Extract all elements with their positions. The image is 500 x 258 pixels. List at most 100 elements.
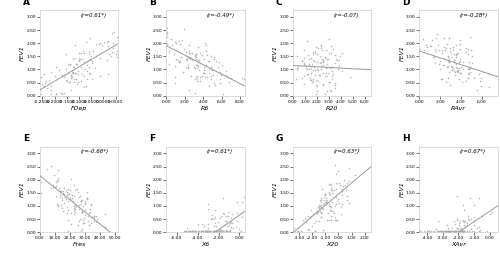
X-axis label: XAvr: XAvr — [451, 242, 466, 247]
Point — [37, 92, 45, 96]
Point — [316, 73, 324, 77]
Point — [460, 229, 468, 233]
Point — [336, 183, 344, 187]
Point — [446, 229, 454, 233]
Point — [320, 201, 328, 205]
Point — [338, 202, 345, 206]
Point — [454, 217, 462, 221]
Point — [80, 215, 88, 220]
Point — [322, 56, 330, 60]
Point — [446, 229, 454, 233]
Point — [86, 57, 94, 61]
Point — [52, 92, 60, 96]
Point — [338, 51, 346, 55]
Text: D: D — [402, 0, 410, 7]
Point — [448, 55, 456, 59]
Point — [85, 211, 93, 215]
Point — [90, 215, 98, 219]
Point — [334, 67, 342, 71]
Point — [69, 70, 77, 74]
Point — [458, 80, 466, 84]
Point — [203, 53, 211, 57]
Point — [64, 199, 72, 203]
Point — [192, 229, 200, 233]
Point — [208, 77, 216, 81]
Point — [444, 59, 452, 63]
Point — [448, 226, 456, 230]
Point — [69, 71, 77, 75]
Point — [317, 196, 325, 200]
Point — [332, 195, 340, 199]
Point — [300, 74, 308, 78]
Point — [420, 47, 428, 52]
Point — [86, 50, 94, 54]
Point — [45, 78, 53, 82]
Point — [464, 52, 471, 56]
Text: C: C — [276, 0, 282, 7]
Point — [218, 196, 226, 200]
Point — [318, 187, 326, 191]
Point — [318, 206, 326, 210]
Point — [77, 51, 85, 55]
Point — [204, 84, 212, 88]
Point — [66, 61, 74, 66]
Point — [314, 205, 322, 209]
Point — [452, 69, 460, 73]
Point — [428, 38, 436, 42]
Point — [328, 89, 336, 93]
Point — [292, 77, 300, 81]
Point — [76, 207, 84, 211]
Point — [463, 221, 471, 225]
Point — [468, 229, 476, 233]
Point — [216, 70, 224, 74]
Point — [180, 47, 188, 51]
Point — [462, 45, 470, 50]
Point — [335, 201, 343, 206]
Point — [438, 63, 446, 67]
Point — [294, 229, 302, 233]
Point — [186, 57, 194, 61]
Point — [326, 44, 334, 48]
Point — [206, 229, 214, 233]
Point — [194, 44, 202, 49]
Point — [60, 186, 68, 190]
Point — [81, 208, 89, 213]
Point — [434, 229, 442, 233]
Point — [455, 229, 463, 233]
Point — [478, 214, 486, 218]
Point — [474, 225, 482, 230]
Point — [240, 195, 248, 199]
Point — [208, 213, 216, 217]
Point — [308, 68, 316, 72]
Point — [440, 63, 448, 67]
Point — [444, 54, 452, 59]
Point — [446, 51, 454, 55]
Point — [85, 223, 93, 227]
Point — [445, 60, 453, 64]
Point — [304, 72, 312, 76]
Point — [216, 227, 224, 231]
Point — [328, 200, 336, 205]
Point — [465, 60, 473, 64]
Point — [82, 40, 90, 44]
Point — [456, 60, 464, 64]
Point — [198, 53, 206, 57]
Point — [200, 71, 208, 75]
Point — [76, 57, 84, 61]
Point — [468, 48, 475, 52]
Point — [75, 58, 83, 62]
Point — [38, 82, 46, 86]
Point — [472, 88, 480, 92]
Point — [308, 61, 316, 66]
Point — [334, 58, 342, 62]
Point — [64, 192, 72, 196]
Point — [204, 59, 212, 63]
Point — [191, 77, 199, 81]
Point — [432, 61, 440, 65]
Point — [196, 229, 204, 233]
Point — [304, 61, 312, 66]
Point — [62, 211, 70, 215]
Text: (r=-0.07): (r=-0.07) — [334, 13, 359, 18]
Point — [64, 62, 72, 66]
Y-axis label: FEV1: FEV1 — [20, 182, 25, 197]
